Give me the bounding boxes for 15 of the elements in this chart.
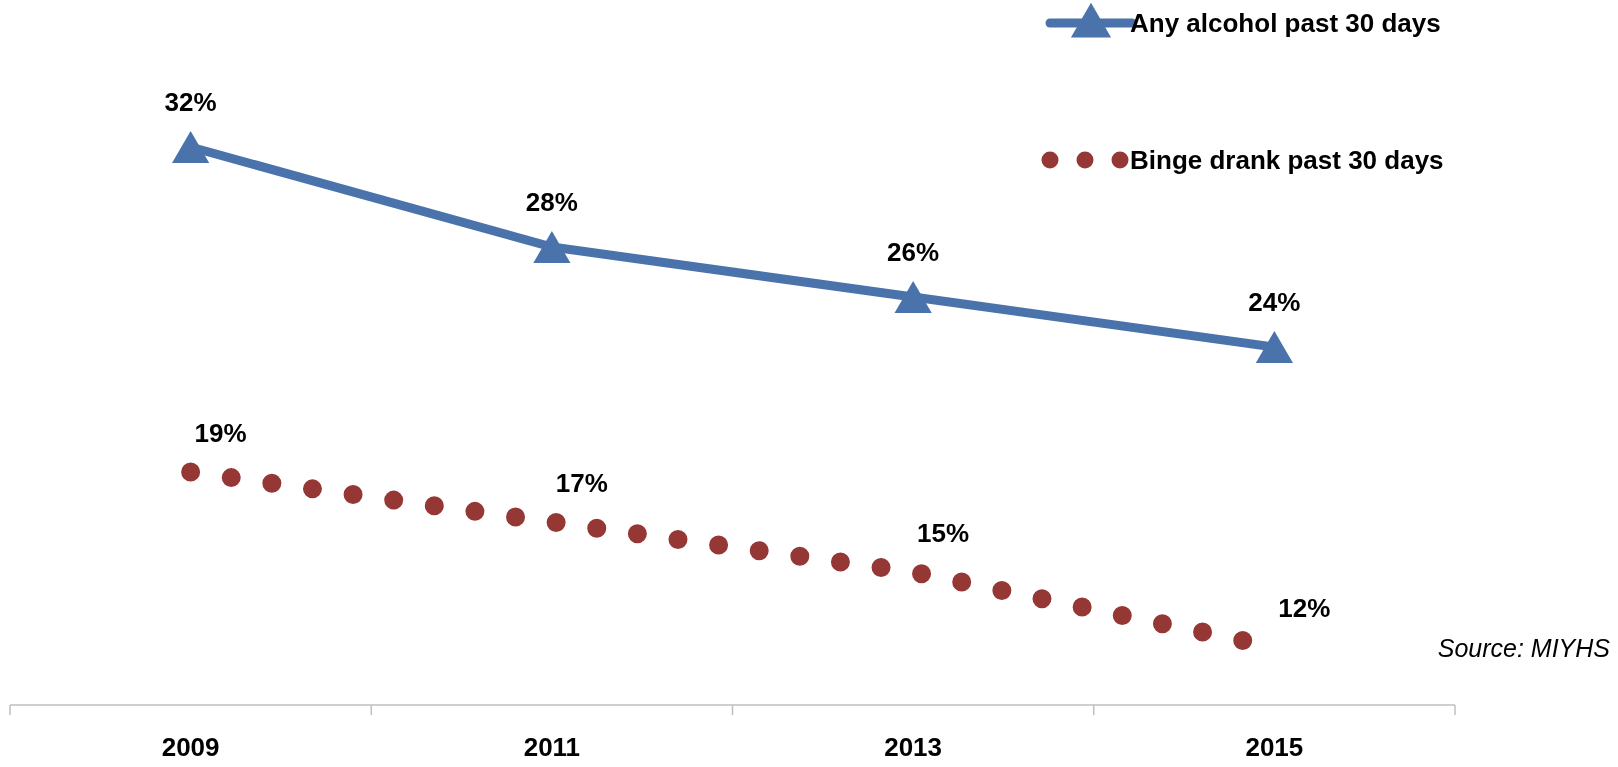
x-tick-label: 2015 [1245, 732, 1304, 762]
data-label: 32% [164, 87, 217, 117]
annotation: Source: MIYHS [1437, 634, 1611, 662]
data-label: 28% [525, 187, 578, 217]
x-tick-label: 2013 [884, 732, 943, 762]
data-label: 19% [194, 418, 247, 448]
x-tick-label: 2011 [523, 732, 581, 762]
data-label: 17% [555, 468, 608, 498]
x-tick-label: 2009 [161, 732, 220, 762]
data-label: 26% [887, 237, 940, 267]
data-label: 12% [1278, 593, 1331, 623]
data-label: 24% [1248, 287, 1301, 317]
data-label: 15% [917, 518, 970, 548]
legend-label: Any alcohol past 30 days [1130, 8, 1441, 38]
legend-label: Binge drank past 30 days [1130, 145, 1444, 175]
